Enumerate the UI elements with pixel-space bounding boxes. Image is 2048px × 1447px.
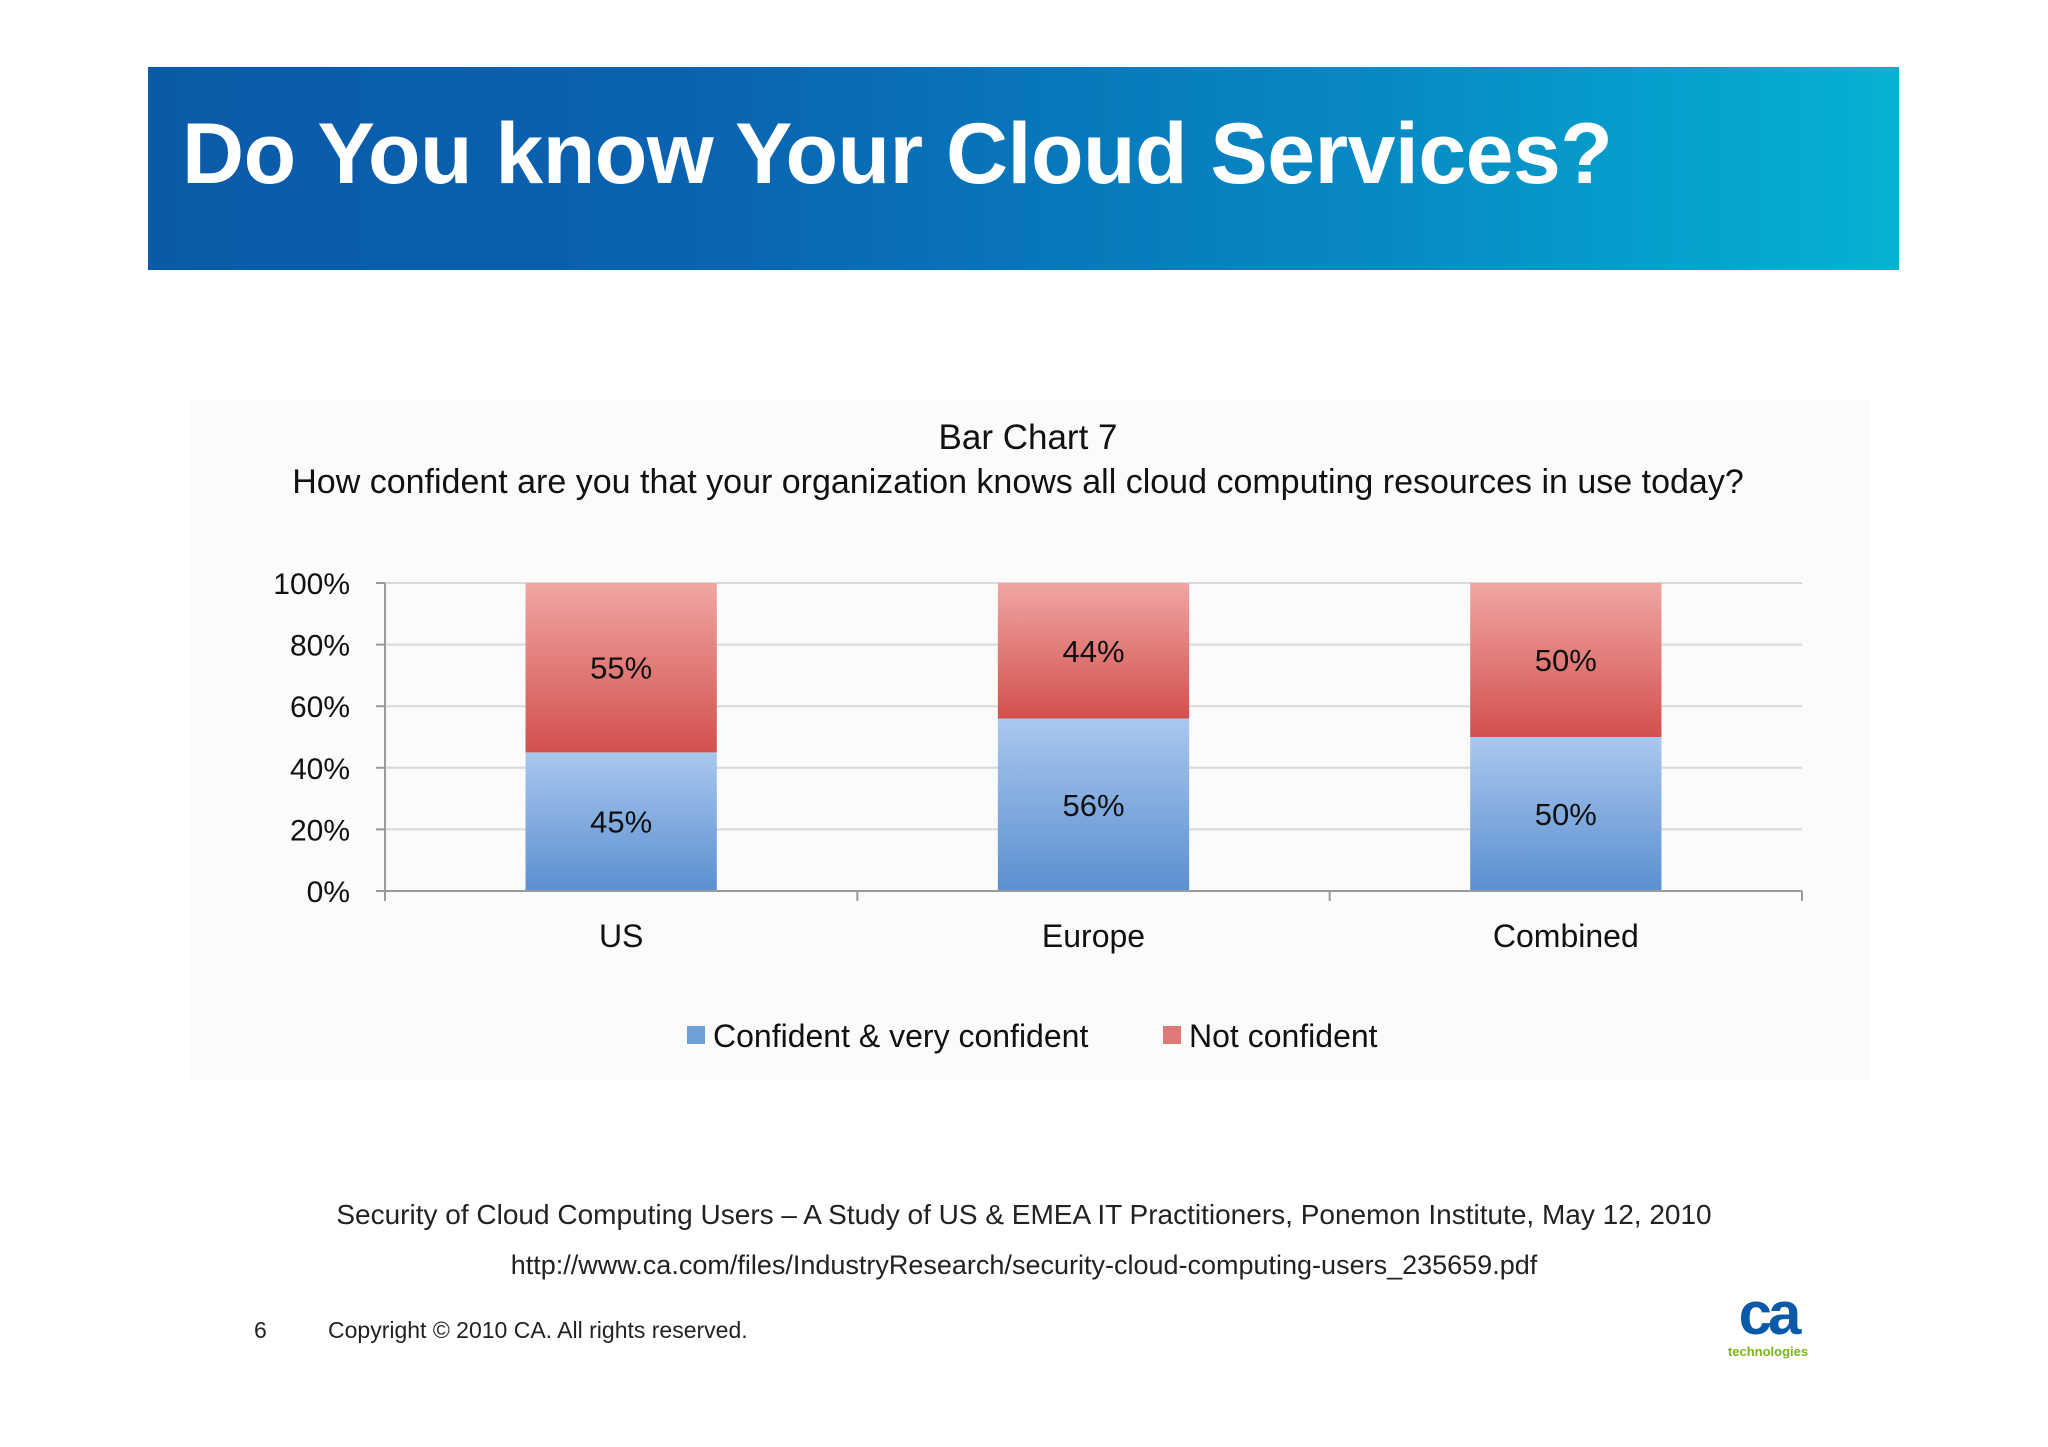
bar-segment — [525, 752, 717, 891]
data-label: 55% — [590, 651, 652, 686]
axes: 0% 20% 40% 60% 80% 100% US Europe Combined — [273, 568, 1803, 954]
y-tick-label: 40% — [290, 753, 350, 786]
logo-mark: ca — [1738, 1280, 1802, 1347]
bar-segment — [997, 718, 1190, 891]
source-url: http://www.ca.com/files/IndustryResearch… — [510, 1250, 1538, 1280]
copyright-notice: Copyright © 2010 CA. All rights reserved… — [328, 1317, 748, 1343]
data-label: 44% — [1062, 634, 1124, 669]
ca-technologies-logo: ca technologies — [1722, 1280, 1814, 1362]
legend: Confident & very confident Not confident — [687, 1018, 1378, 1054]
y-tick-label: 20% — [290, 814, 350, 847]
legend-label: Not confident — [1189, 1018, 1378, 1054]
data-label: 56% — [1062, 788, 1124, 823]
logo-wordmark: technologies — [1727, 1344, 1809, 1359]
bars: 45% 55% 56% 44% 50% 50% — [525, 583, 1662, 891]
x-category-label: Combined — [1493, 918, 1639, 954]
slide-title: Do You know Your Cloud Services? — [182, 106, 1613, 202]
page-number: 6 — [254, 1317, 267, 1343]
bar-segment — [997, 583, 1190, 719]
x-category-label: US — [599, 918, 643, 954]
y-tick-label: 60% — [290, 691, 350, 724]
title-banner: Do You know Your Cloud Services? — [148, 67, 1899, 270]
y-tick-label: 80% — [290, 630, 350, 663]
data-label: 50% — [1535, 797, 1597, 832]
chart-subtitle: How confident are you that your organiza… — [292, 463, 1744, 501]
y-tick-label: 0% — [307, 876, 350, 909]
bar-segment — [1470, 737, 1662, 891]
y-tick-label: 100% — [273, 568, 350, 601]
legend-swatch — [1163, 1026, 1181, 1044]
source-citation: Security of Cloud Computing Users – A St… — [336, 1199, 1712, 1230]
bar-segment — [1470, 583, 1662, 737]
chart-title: Bar Chart 7 — [939, 418, 1118, 457]
legend-label: Confident & very confident — [713, 1018, 1088, 1054]
data-label: 50% — [1535, 643, 1597, 678]
x-category-label: Europe — [1042, 918, 1145, 954]
bar-segment — [525, 583, 717, 753]
legend-swatch — [687, 1026, 705, 1044]
data-label: 45% — [590, 805, 652, 840]
